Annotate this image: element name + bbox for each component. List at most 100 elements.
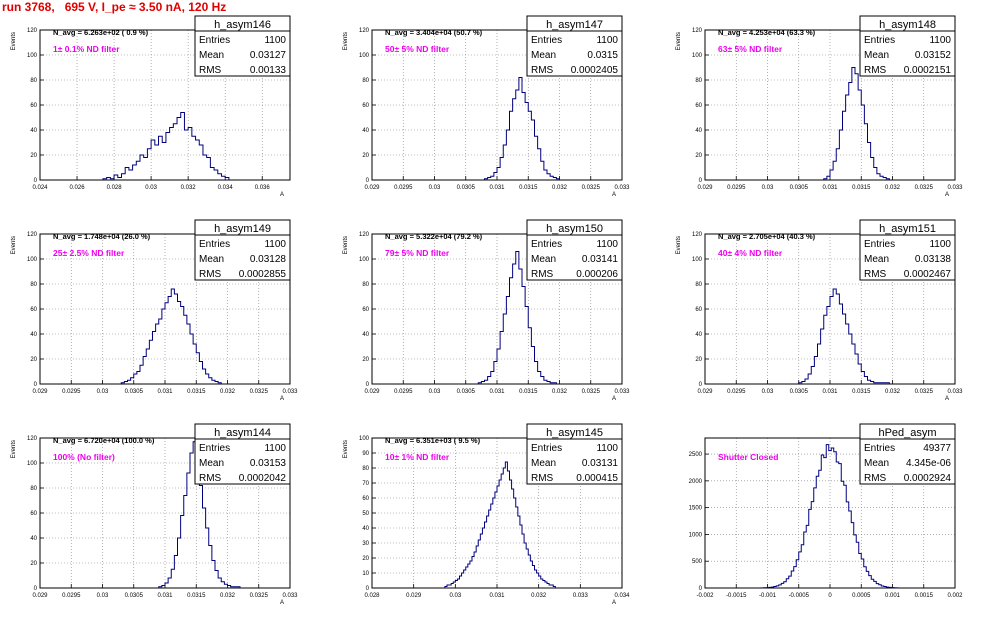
y-tick-label: 120	[27, 436, 38, 442]
histogram-series	[484, 77, 560, 180]
y-tick-label: 20	[30, 357, 37, 363]
x-tick-label: 0	[828, 593, 832, 599]
x-tick-label: -0.002	[696, 593, 714, 599]
stats-box-frame	[859, 15, 956, 77]
y-tick-label: 0	[34, 382, 38, 388]
y-tick-label: 0	[699, 178, 703, 184]
panel-h_asym147: 0.029 0.0295 0.03 0.0305 0.031 0.0315 0.032 0.0…	[343, 15, 630, 198]
y-tick-label: 20	[695, 153, 702, 159]
x-tick-label: 0.03	[762, 185, 774, 191]
x-tick-label: 0.002	[947, 593, 963, 599]
y-axis-title: Events	[343, 440, 349, 458]
x-tick-label: 0.033	[614, 389, 630, 395]
x-tick-label: 0.032	[885, 389, 901, 395]
stats-box: hPed_asym Entries 49377 Mean 4.345e-06 RMS 0.0…	[859, 423, 956, 485]
y-tick-label: 60	[30, 511, 37, 517]
stats-label-mean: Mean	[864, 50, 889, 61]
filter-annotation: Shutter Closed	[718, 452, 778, 462]
x-tick-label: 0.031	[822, 185, 838, 191]
x-tick-label: 0.0295	[727, 389, 746, 395]
x-tick-label: 0.0305	[457, 389, 476, 395]
stats-label-mean: Mean	[531, 254, 556, 265]
x-tick-label: 0.032	[181, 185, 197, 191]
y-tick-label: 40	[30, 128, 37, 134]
x-tick-label: 0.03	[429, 389, 441, 395]
y-tick-label: 2000	[689, 479, 703, 485]
x-tick-label: 0.032	[552, 389, 568, 395]
x-tick-label: 0.029	[697, 389, 713, 395]
filter-annotation: 1± 0.1% ND filter	[53, 44, 120, 54]
x-axis-title: A	[280, 192, 284, 198]
stats-label-entries: Entries	[199, 239, 230, 250]
stats-label-rms: RMS	[864, 65, 887, 76]
panel-h_asym144: 0.029 0.0295 0.03 0.0305 0.031 0.0315 0.032 0.0…	[11, 423, 298, 606]
stats-label-rms: RMS	[531, 65, 554, 76]
stats-label-rms: RMS	[199, 269, 222, 280]
histogram-name: h_asym151	[879, 223, 936, 235]
y-axis-title: Events	[676, 236, 682, 254]
y-tick-label: 80	[695, 78, 702, 84]
stats-box: h_asym150 Entries 1100 Mean 0.03141 RMS 0.0002…	[526, 219, 623, 281]
y-tick-label: 100	[359, 53, 370, 59]
stats-value-mean: 0.03153	[250, 458, 287, 469]
x-tick-label: 0.033	[573, 593, 589, 599]
stats-label-mean: Mean	[531, 50, 556, 61]
x-tick-label: 0.0295	[394, 389, 413, 395]
stats-value-rms: 0.0002405	[571, 65, 619, 76]
x-tick-label: 0.0325	[915, 389, 934, 395]
navg-label: N_avg = 1.748e+04 (26.0 %)	[53, 232, 151, 241]
stats-value-entries: 1100	[264, 443, 286, 454]
x-tick-label: 0.033	[947, 185, 963, 191]
panel-h_asym148: 0.029 0.0295 0.03 0.0305 0.031 0.0315 0.032 0.0…	[676, 15, 963, 198]
x-tick-label: 0.0295	[394, 185, 413, 191]
x-tick-label: 0.029	[364, 185, 380, 191]
x-tick-label: 0.0325	[582, 389, 601, 395]
navg-label: N_avg = 3.404e+04 (50.7 %)	[385, 28, 483, 37]
stats-box-frame	[194, 219, 291, 281]
x-axis-title: A	[612, 192, 616, 198]
y-tick-label: 100	[359, 436, 370, 442]
histogram-name: h_asym149	[214, 223, 271, 235]
y-tick-label: 60	[30, 103, 37, 109]
y-tick-label: 40	[30, 536, 37, 542]
y-tick-label: 60	[695, 103, 702, 109]
y-tick-label: 100	[692, 257, 703, 263]
y-tick-label: 80	[362, 466, 369, 472]
y-tick-label: 20	[30, 561, 37, 567]
stats-value-entries: 1100	[596, 443, 618, 454]
stats-label-entries: Entries	[199, 443, 230, 454]
filter-annotation: 25± 2.5% ND filter	[53, 248, 125, 258]
x-tick-label: 0.0305	[125, 389, 144, 395]
x-tick-label: 0.032	[552, 185, 568, 191]
y-tick-label: 0	[366, 178, 370, 184]
y-axis-title: Events	[343, 236, 349, 254]
navg-label: N_avg = 5.322e+04 (79.2 %)	[385, 232, 483, 241]
x-tick-label: 0.0295	[62, 593, 81, 599]
x-tick-label: 0.034	[614, 593, 630, 599]
y-axis-title: Events	[676, 32, 682, 50]
x-tick-label: 0.032	[885, 185, 901, 191]
x-axis-title: A	[945, 396, 949, 402]
y-tick-label: 80	[362, 78, 369, 84]
y-tick-label: 30	[362, 541, 369, 547]
stats-label-entries: Entries	[864, 35, 895, 46]
stats-label-entries: Entries	[199, 35, 230, 46]
stats-box: h_asym147 Entries 1100 Mean 0.0315 RMS 0.00024…	[526, 15, 623, 77]
stats-value-mean: 0.03128	[250, 254, 287, 265]
y-axis-title: Events	[11, 32, 17, 50]
stats-label-mean: Mean	[199, 50, 224, 61]
x-tick-label: 0.0015	[915, 593, 934, 599]
x-tick-label: 0.03	[449, 593, 461, 599]
histogram-series	[823, 67, 890, 180]
panel-hPed_asym: -0.002 -0.0015 -0.001 -0.0005 0 0.0005 0.001 0.…	[689, 423, 963, 599]
x-tick-label: 0.026	[70, 185, 86, 191]
stats-value-entries: 1100	[929, 35, 951, 46]
stats-value-rms: 0.0002924	[904, 473, 952, 484]
x-tick-label: 0.031	[157, 593, 173, 599]
y-tick-label: 40	[362, 128, 369, 134]
stats-label-rms: RMS	[199, 65, 222, 76]
x-tick-label: 0.029	[32, 593, 48, 599]
y-tick-label: 1500	[689, 506, 703, 512]
x-tick-label: -0.001	[759, 593, 777, 599]
y-tick-label: 120	[692, 232, 703, 238]
